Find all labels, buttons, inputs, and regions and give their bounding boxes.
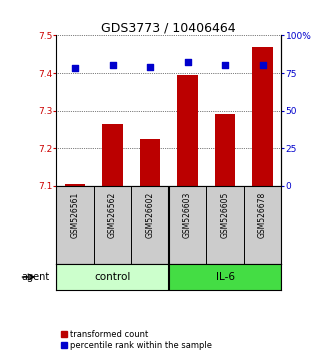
Point: [260, 63, 265, 68]
Text: GSM526562: GSM526562: [108, 192, 117, 238]
Point: [110, 63, 115, 68]
Text: GSM526602: GSM526602: [146, 192, 155, 238]
Title: GDS3773 / 10406464: GDS3773 / 10406464: [102, 21, 236, 34]
Bar: [65, 184, 85, 186]
Point: [72, 65, 78, 71]
Bar: [169, 264, 281, 290]
Bar: [56, 264, 169, 290]
Text: GSM526603: GSM526603: [183, 192, 192, 239]
Bar: [215, 114, 235, 186]
Text: agent: agent: [22, 272, 50, 282]
Bar: [252, 47, 273, 186]
Point: [147, 64, 153, 70]
Point: [185, 59, 190, 65]
Text: control: control: [94, 272, 131, 282]
Text: IL-6: IL-6: [215, 272, 235, 282]
Text: GSM526605: GSM526605: [220, 192, 230, 239]
Bar: [102, 124, 123, 186]
Bar: [140, 139, 161, 186]
Bar: [177, 75, 198, 186]
Text: GSM526678: GSM526678: [258, 192, 267, 238]
Text: GSM526561: GSM526561: [71, 192, 79, 238]
Point: [222, 63, 228, 68]
Legend: transformed count, percentile rank within the sample: transformed count, percentile rank withi…: [61, 330, 213, 350]
